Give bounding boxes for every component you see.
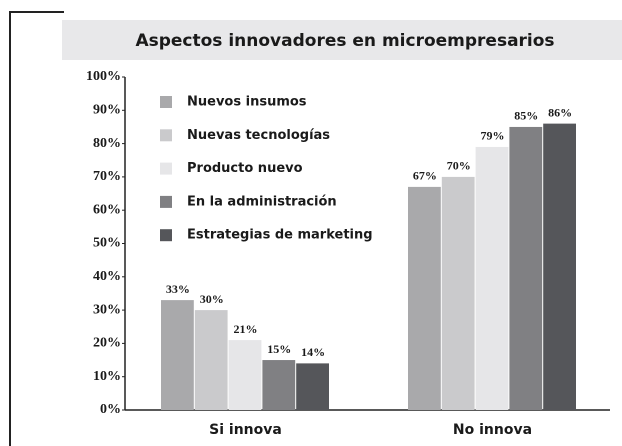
legend-label: Estrategias de marketing <box>187 228 373 243</box>
bar <box>228 340 262 410</box>
value-label: 79% <box>481 129 505 143</box>
x-tick-label: Si innova <box>209 422 282 438</box>
bar <box>161 300 194 410</box>
legend-swatch <box>160 195 172 208</box>
y-tick-label: 70% <box>93 169 121 184</box>
y-tick-label: 80% <box>93 136 121 151</box>
bar <box>194 310 228 410</box>
y-tick-label: 40% <box>93 269 121 284</box>
frame <box>9 11 64 446</box>
legend-swatch <box>160 96 172 108</box>
y-tick-label: 50% <box>93 236 121 251</box>
value-label: 15% <box>267 342 291 356</box>
value-label: 21% <box>234 322 258 336</box>
bar <box>509 126 543 410</box>
value-label: 30% <box>200 292 224 306</box>
bar <box>543 123 576 411</box>
x-tick-label: No innova <box>453 422 532 438</box>
y-tick-label: 60% <box>93 202 121 217</box>
value-label: 70% <box>447 159 471 173</box>
y-tick-label: 30% <box>93 302 121 317</box>
value-label: 33% <box>166 282 190 296</box>
y-tick-label: 90% <box>93 103 121 118</box>
legend-label: Nuevas tecnologías <box>187 128 330 143</box>
value-label: 14% <box>301 345 325 359</box>
legend-swatch <box>160 162 172 175</box>
legend-swatch <box>160 129 172 142</box>
bar <box>441 176 475 410</box>
chart-title: Aspectos innovadores en microempresarios <box>135 31 554 51</box>
y-tick-label: 20% <box>93 336 121 351</box>
y-tick-label: 10% <box>93 369 121 384</box>
bar <box>475 146 509 410</box>
value-label: 86% <box>548 105 572 119</box>
legend-label: Nuevos insumos <box>187 95 307 110</box>
value-label: 67% <box>413 169 437 183</box>
bar <box>262 360 296 410</box>
y-tick-label: 100% <box>86 69 121 84</box>
y-tick-label: 0% <box>100 402 121 417</box>
legend-label: En la administración <box>187 194 337 209</box>
bar <box>296 363 329 410</box>
legend-label: Producto nuevo <box>187 161 303 176</box>
value-label: 85% <box>514 109 538 123</box>
legend-swatch <box>160 229 172 242</box>
bar <box>408 186 441 410</box>
title-banner <box>62 20 622 60</box>
